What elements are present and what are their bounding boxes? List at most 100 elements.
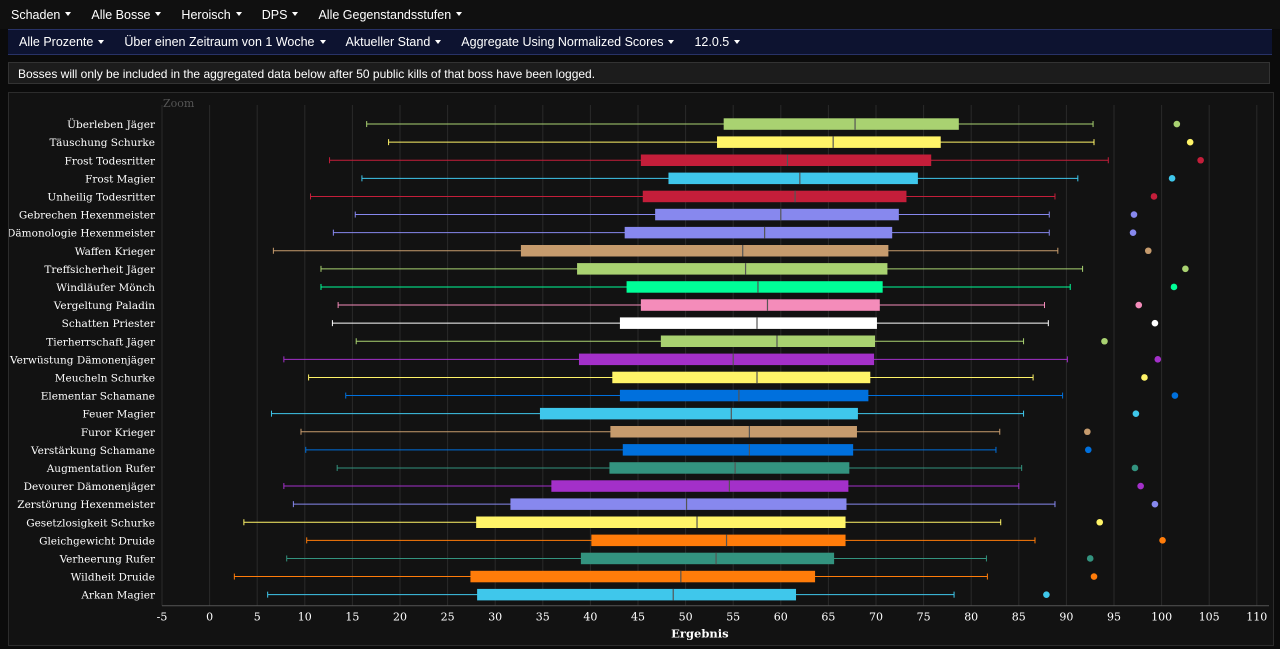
iqr-box [622,444,854,456]
outlier-point [1170,283,1178,291]
category-label: Schatten Priester [62,318,156,330]
filter-bar: Alle Prozente Über einen Zeitraum von 1 W… [8,29,1272,55]
category-label: Vergeltung Paladin [53,300,156,312]
boxplot-row: Zerstörung Hexenmeister [17,498,1159,511]
category-label: Waffen Krieger [75,246,156,258]
boxplot-row: Waffen Krieger [75,245,1152,258]
filter-item-4[interactable]: 12.0.5 [694,35,741,49]
x-tick-label: 0 [206,611,213,624]
x-tick-label: 50 [679,611,693,624]
category-label: Wildheit Druide [71,572,155,584]
iqr-box [609,462,850,474]
boxplot-row: Augmentation Rufer [46,462,1139,475]
x-tick-label: 15 [345,611,359,624]
iqr-box [626,281,883,293]
outlier-point [1186,138,1194,146]
filter-item-label: Über einen Zeitraum von 1 Woche [124,35,315,49]
chevron-down-icon [456,12,463,17]
outlier-point [1154,356,1162,363]
x-tick-label: 90 [1059,611,1073,624]
category-label: Gebrechen Hexenmeister [19,210,156,222]
x-tick-label: 45 [631,611,645,624]
boxplot-row: Frost Todesritter [65,154,1204,167]
category-label: Verwüstung Dämonenjäger [9,354,156,366]
top-menubar: Schaden Alle Bosse Heroisch DPS Alle Gegenst… [0,0,1280,29]
boxplot-row: Meucheln Schurke [55,371,1148,384]
menu-item-4[interactable]: Alle Gegenstandsstufen [318,7,463,22]
menu-item-label: Heroisch [181,7,231,22]
outlier-point [1151,500,1159,508]
category-label: Täuschung Schurke [49,137,155,149]
boxplot-row: Elementar Schamane [41,389,1179,403]
filter-item-0[interactable]: Alle Prozente [19,35,105,49]
menu-item-1[interactable]: Alle Bosse [91,8,162,22]
boxplot-row: Treffsicherheit Jäger [44,263,1189,276]
category-label: Dämonologie Hexenmeister [9,228,156,240]
category-label: Unheilig Todesritter [47,191,156,203]
menu-item-2[interactable]: Heroisch [181,7,242,22]
x-tick-label: 70 [869,611,883,624]
category-label: Windläufer Mönch [56,282,155,294]
iqr-box [577,263,888,275]
outlier-point [1132,410,1140,417]
filter-item-3[interactable]: Aggregate Using Normalized Scores [461,35,675,49]
category-label: Meucheln Schurke [55,372,155,384]
boxplot-row: Devourer Dämonenjäger [24,480,1144,493]
iqr-box [551,480,849,492]
category-label: Treffsicherheit Jäger [44,264,156,276]
outlier-point [1171,392,1179,399]
outlier-point [1101,337,1108,345]
outlier-point [1084,446,1092,454]
boxplot-row: Verstärkung Schamane [30,444,1092,457]
x-tick-label: 65 [821,611,835,624]
iqr-box [723,118,959,130]
category-label: Tierherrschaft Jäger [46,336,156,348]
iqr-box [655,208,899,221]
boxplot-row: Windläufer Mönch [56,281,1178,294]
x-tick-label: 30 [488,611,502,624]
outlier-point [1043,591,1050,598]
outlier-point [1086,555,1094,562]
x-tick-label: 25 [441,611,455,624]
x-tick-label: 95 [1107,611,1121,624]
x-tick-label: 5 [254,611,261,624]
category-label: Furor Krieger [81,427,156,439]
category-label: Verheerung Rufer [59,553,156,565]
x-tick-label: 100 [1151,611,1172,624]
x-tick-label: 75 [917,611,931,624]
boxplot-row: Wildheit Druide [71,570,1098,584]
iqr-box [610,426,857,438]
outlier-point [1084,428,1091,436]
filter-item-2[interactable]: Aktueller Stand [346,35,442,49]
outlier-point [1131,464,1139,472]
zoom-label[interactable]: Zoom [163,97,195,110]
chevron-down-icon [292,12,299,17]
iqr-box [477,588,797,601]
menu-item-label: Alle Gegenstandsstufen [318,7,452,22]
category-label: Elementar Schamane [41,391,155,403]
x-tick-label: 110 [1246,611,1267,624]
outlier-point [1137,482,1144,490]
x-tick-label: 105 [1199,611,1220,624]
category-label: Arkan Magier [80,590,156,602]
x-tick-label: 60 [774,611,788,624]
outlier-point [1144,247,1152,255]
chevron-down-icon [155,12,162,17]
menu-item-label: DPS [261,7,288,22]
category-label: Zerstörung Hexenmeister [17,499,156,511]
menu-item-0[interactable]: Schaden [11,8,72,22]
boxplot-row: Frost Magier [85,172,1176,185]
boxplot-row: Feuer Magier [82,407,1140,421]
boxplot-row: Gleichgewicht Druide [39,534,1166,547]
category-label: Frost Magier [85,173,156,185]
iqr-box [619,317,877,329]
boxplot-row: Verwüstung Dämonenjäger [9,353,1162,366]
filter-item-1[interactable]: Über einen Zeitraum von 1 Woche [124,35,326,49]
outlier-point [1182,265,1189,273]
menu-item-3[interactable]: DPS [262,8,299,22]
boxplot-row: Gesetzlosigkeit Schurke [26,516,1104,529]
iqr-box [668,172,918,185]
category-label: Gleichgewicht Druide [39,535,155,547]
outlier-point [1159,537,1166,544]
chevron-down-icon [734,39,741,44]
